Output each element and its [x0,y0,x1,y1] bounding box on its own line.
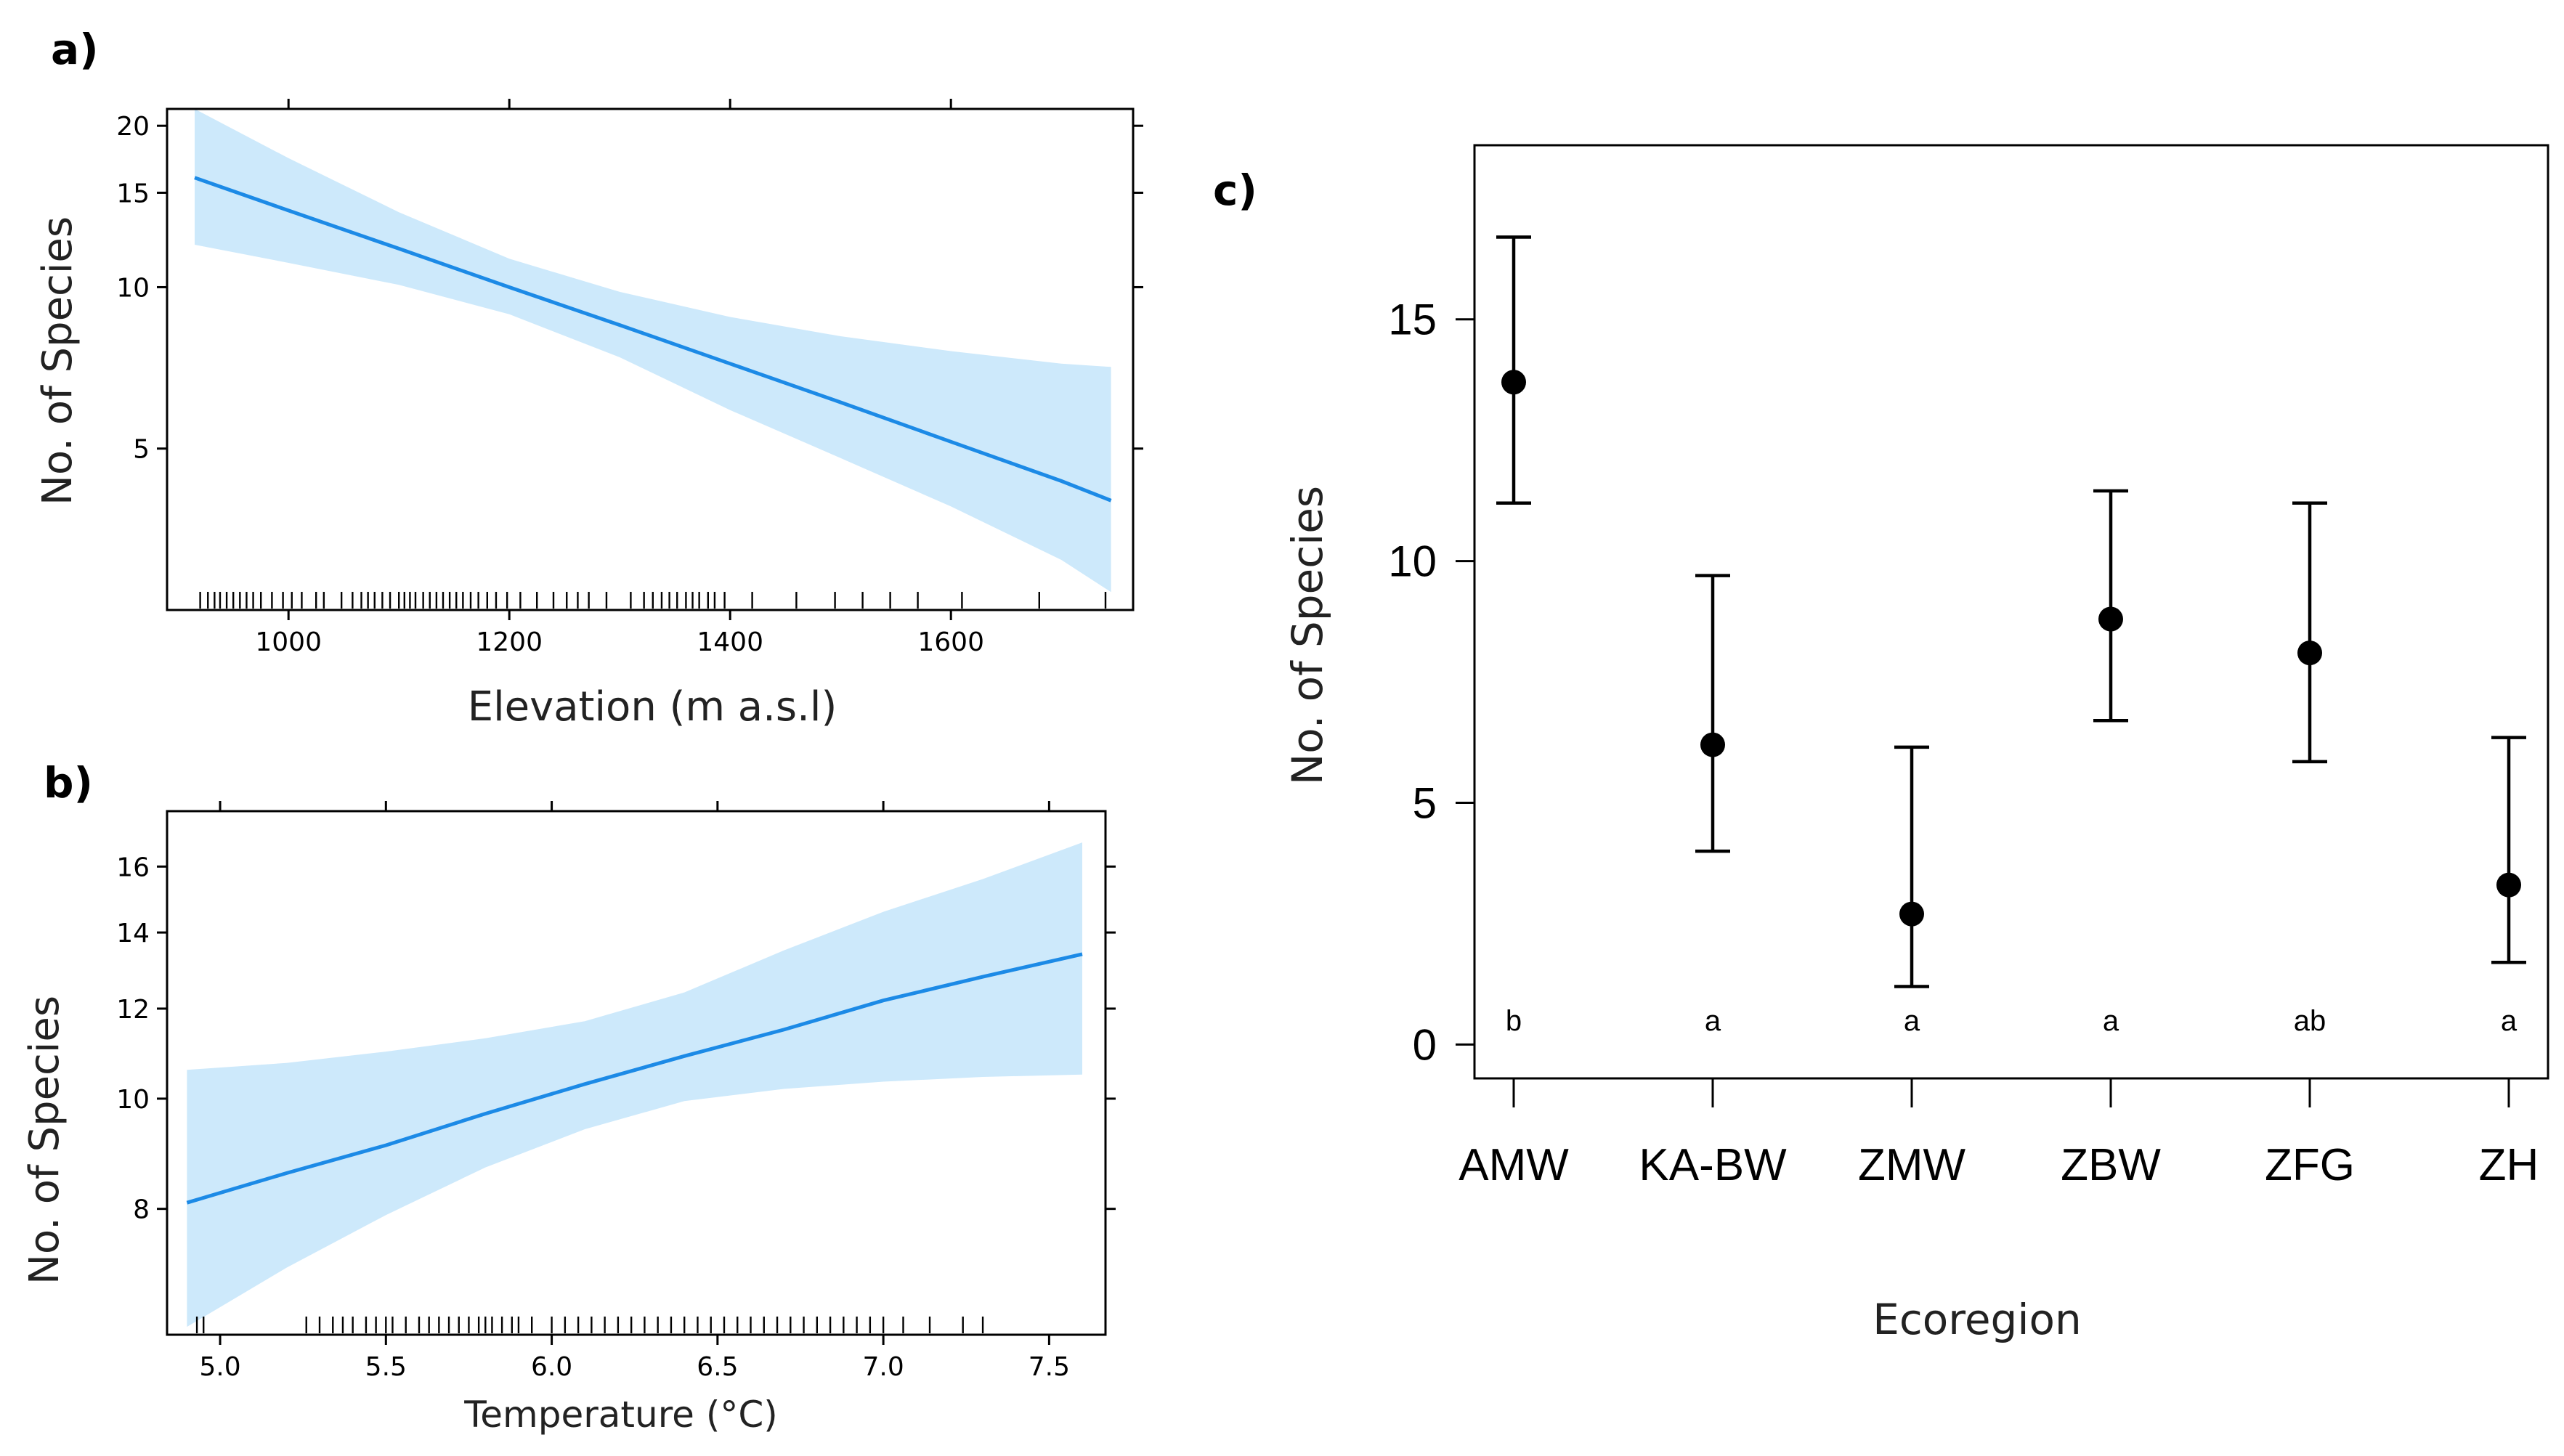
panel-b-y-tick-label: 12 [116,995,150,1025]
panel-c-y-tick-label: 10 [1388,537,1437,586]
panel-a-x-tick-label: 1000 [255,627,322,657]
panel-c-category-label: ZBW [2061,1140,2161,1190]
panel-b-x-tick-label: 7.0 [862,1352,904,1382]
panel-a-y-tick-label: 5 [133,435,150,465]
panel-c-y-axis-title: No. of Species [1283,486,1332,785]
panel-c-label: c) [1213,166,1257,215]
panel-c-category-label: KA-BW [1639,1140,1787,1190]
panel-c-significance-letter: a [1705,1005,1721,1037]
panel-a-confidence-band [195,109,1111,593]
panel-b-y-tick-label: 16 [116,853,150,882]
panel-c-mean-point [2098,606,2123,632]
panel-b-x-tick-label: 6.0 [531,1352,572,1382]
panel-c-significance-letter: ab [2294,1005,2326,1037]
panel-b-y-tick-label: 14 [116,919,150,948]
panel-c-category-label: ZMW [1858,1140,1966,1190]
panel-b-plot-area [186,842,1083,1333]
panel-b-fitted-line [186,952,1083,1205]
panel-c: c) 0 5 10 15 AMW b KA-BW a ZMW a ZBW a ZFG ab ZH a Ecor… [1213,144,2549,1344]
panel-b-x-tick-label: 6.5 [697,1352,738,1382]
panel-c-significance-letter: a [2103,1005,2119,1037]
panel-b-y-tick-label: 8 [133,1195,150,1225]
panel-a-fitted-line [194,176,1112,503]
panel-c-plot-area: 0 5 10 15 AMW b KA-BW a ZMW a ZBW a ZFG ab ZH a [1388,235,2539,1190]
panel-a-y-tick-label: 15 [116,179,150,208]
panel-c-y-tick-label: 0 [1413,1020,1437,1069]
panel-a: a) 1000 1200 1400 1600 5 10 15 20 Elevation (m … [34,25,1143,731]
panel-b-x-tick-label: 5.0 [199,1352,240,1382]
panel-b-label: b) [44,758,93,808]
panel-c-category-label: ZFG [2265,1140,2355,1190]
panel-a-y-axis-title: No. of Species [34,216,81,505]
panel-c-y-tick-label: 5 [1413,778,1437,827]
panel-a-x-tick-label: 1200 [476,627,543,657]
panel-b-axes: 5.0 5.5 6.0 6.5 7.0 7.5 8 10 12 14 16 [116,801,1116,1382]
panel-c-significance-letter: b [1506,1005,1522,1037]
panel-c-mean-point [1899,901,1924,927]
panel-a-axes: 1000 1200 1400 1600 5 10 15 20 [116,99,1143,657]
panel-c-frame [1473,144,2549,1080]
panel-c-mean-point [2496,872,2521,898]
panel-c-mean-point [2297,640,2322,666]
panel-c-x-axis-title: Ecoregion [1873,1295,2081,1344]
panel-a-x-axis-title: Elevation (m a.s.l) [468,683,837,731]
panel-a-y-tick-label: 10 [116,273,150,303]
panel-a-x-tick-label: 1400 [697,627,763,657]
panel-a-frame [166,107,1135,611]
panel-b-frame [166,810,1107,1336]
panel-c-significance-letter: a [1904,1005,1920,1037]
panel-c-category-label: ZH [2479,1140,2539,1190]
panel-b: b) 5.0 5.5 6.0 6.5 7.0 7.5 8 10 12 14 16 Temperatu… [21,758,1116,1436]
panel-a-x-tick-label: 1600 [917,627,984,657]
panel-c-mean-point [1700,732,1725,757]
panel-c-mean-point [1501,370,1526,395]
panel-a-y-tick-label: 20 [116,112,150,142]
panel-b-x-axis-title: Temperature (°C) [463,1394,778,1436]
panel-c-y-tick-label: 15 [1388,296,1437,344]
panel-a-plot-area [194,109,1112,609]
panel-b-y-axis-title: No. of Species [21,996,68,1285]
panel-c-category-label: AMW [1459,1140,1569,1190]
panel-c-significance-letter: a [2501,1005,2518,1037]
panel-b-confidence-band [187,842,1082,1327]
panel-a-label: a) [51,25,99,74]
panel-b-x-tick-label: 7.5 [1029,1352,1070,1382]
panel-b-y-tick-label: 10 [116,1085,150,1115]
panel-b-x-tick-label: 5.5 [365,1352,407,1382]
